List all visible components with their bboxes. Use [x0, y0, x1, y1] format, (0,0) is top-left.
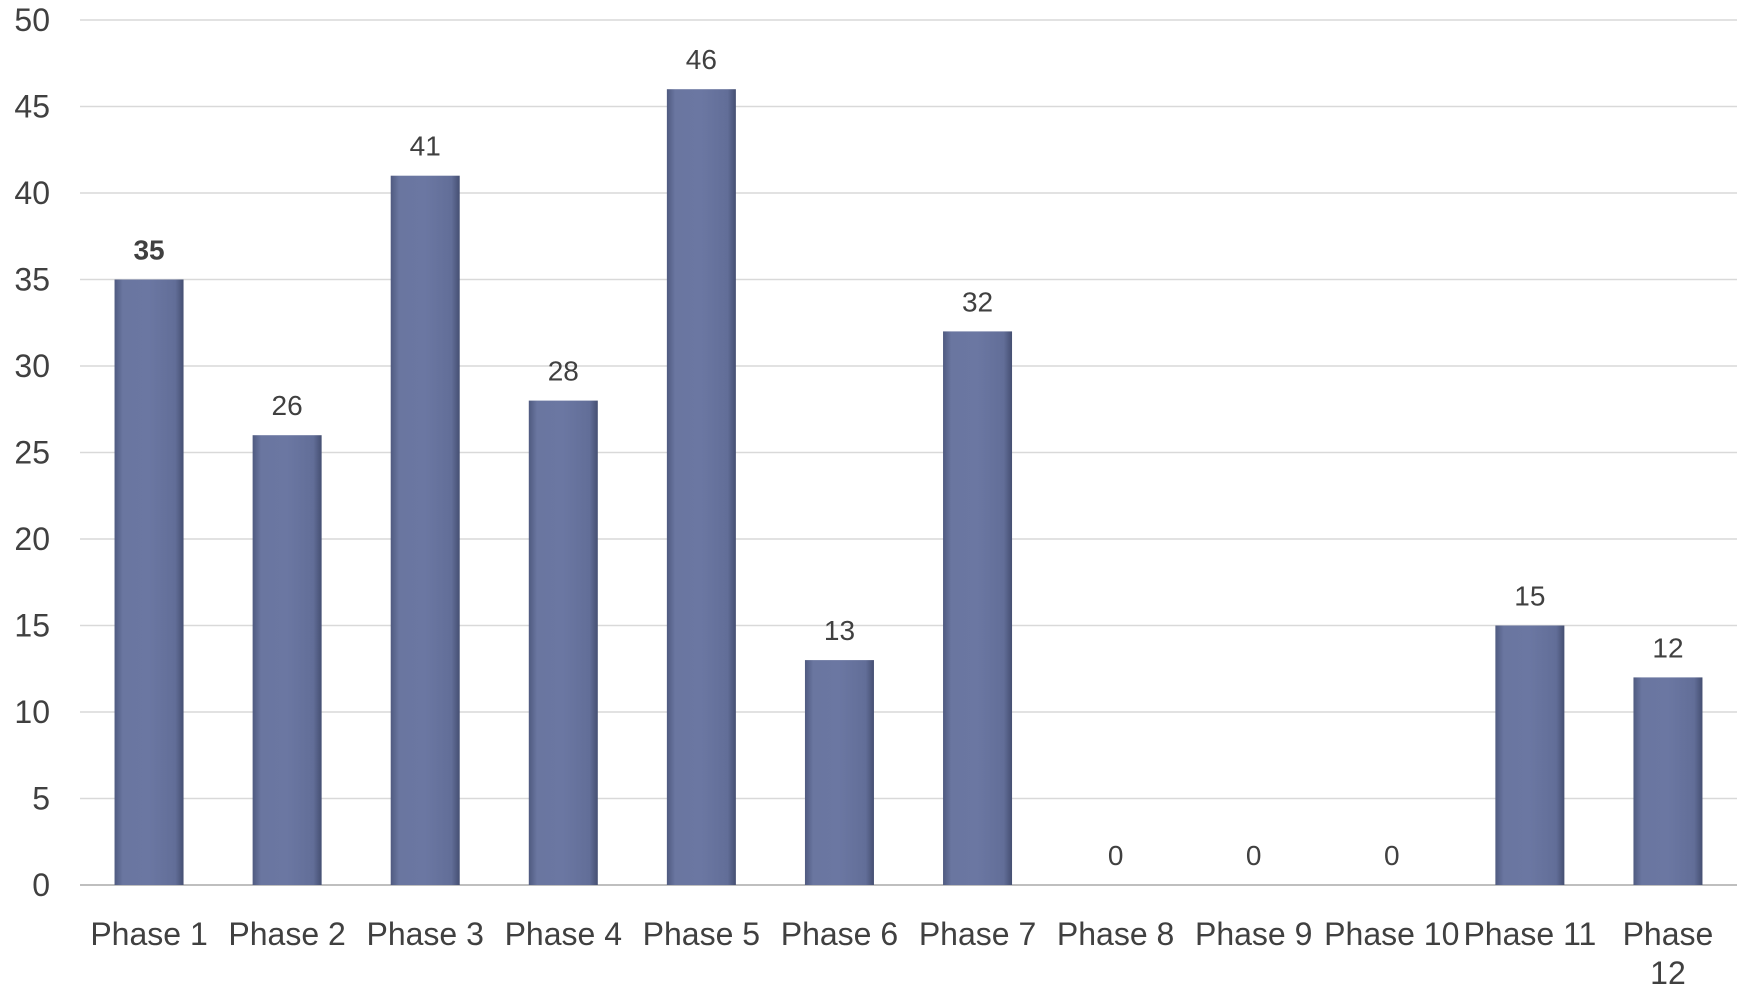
- bar-phase-5: [666, 89, 736, 885]
- y-tick-label: 20: [14, 521, 50, 557]
- y-tick-label: 10: [14, 694, 50, 730]
- bar-phase-6: [804, 660, 874, 885]
- bar-phase-4: [528, 400, 598, 885]
- x-category-label: Phase 6: [781, 916, 898, 952]
- y-tick-label: 45: [14, 89, 50, 125]
- data-label: 12: [1652, 632, 1683, 663]
- x-category-label: Phase 4: [505, 916, 622, 952]
- y-tick-label: 35: [14, 262, 50, 298]
- data-label: 13: [824, 615, 855, 646]
- x-category-label: Phase 8: [1057, 916, 1174, 952]
- data-label: 0: [1108, 840, 1124, 871]
- bar-phase-2: [252, 435, 322, 885]
- x-category-label: Phase 3: [366, 916, 483, 952]
- data-labels: 35 26 41 28 46 13 32 0 0 0 15 12: [133, 44, 1683, 871]
- bar-phase-7: [943, 331, 1013, 885]
- x-category-label: Phase 11: [1463, 916, 1596, 952]
- x-category-label: Phase 2: [228, 916, 345, 952]
- x-category-label: Phase 1: [90, 916, 207, 952]
- x-category-label: Phase 5: [643, 916, 760, 952]
- x-category-label: Phase 7: [919, 916, 1036, 952]
- y-axis-tick-labels: 0 5 10 15 20 25 30 35 40 45 50: [14, 2, 50, 903]
- x-category-label: Phase 9: [1195, 916, 1312, 952]
- data-label: 35: [133, 235, 164, 266]
- data-label: 41: [410, 131, 441, 162]
- data-label: 26: [272, 390, 303, 421]
- data-label: 15: [1514, 581, 1545, 612]
- y-tick-label: 0: [32, 867, 50, 903]
- data-label: 0: [1246, 840, 1262, 871]
- bar-phase-1: [114, 279, 184, 885]
- y-tick-label: 30: [14, 348, 50, 384]
- x-axis-category-labels: Phase 1 Phase 2 Phase 3 Phase 4 Phase 5 Phase…: [90, 916, 1714, 991]
- bar-phase-12: [1633, 677, 1703, 885]
- data-label: 32: [962, 286, 993, 317]
- bar-phase-3: [390, 175, 460, 885]
- x-category-label: Phase 12: [1623, 916, 1714, 990]
- y-tick-label: 5: [32, 781, 50, 817]
- data-label: 0: [1384, 840, 1400, 871]
- y-tick-label: 25: [14, 435, 50, 471]
- y-tick-label: 50: [14, 2, 50, 38]
- bar-phase-11: [1495, 625, 1565, 885]
- data-label: 46: [686, 44, 717, 75]
- data-label: 28: [548, 356, 579, 387]
- y-tick-label: 15: [14, 608, 50, 644]
- y-tick-label: 40: [14, 175, 50, 211]
- x-category-label: Phase 10: [1324, 916, 1459, 952]
- gridlines: [80, 19, 1737, 886]
- bars: [114, 89, 1703, 885]
